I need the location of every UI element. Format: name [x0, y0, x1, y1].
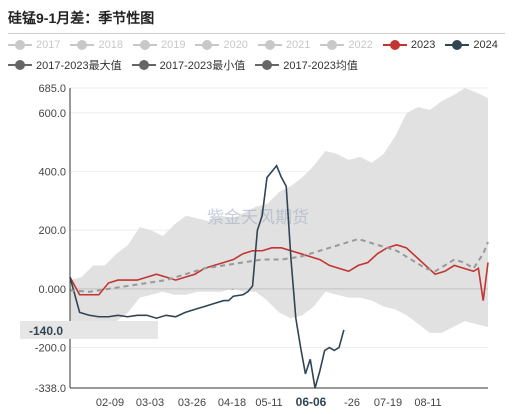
legend-item-2023[interactable]: 2023	[382, 39, 436, 51]
y-tick-label: 200.0	[38, 225, 66, 237]
max-min-band	[70, 88, 488, 333]
y-pointer-label: -140.0	[29, 324, 63, 338]
legend-marker-icon	[257, 40, 282, 50]
x-tick-label: 03-26	[178, 397, 206, 409]
x-tick-label: 05-11	[255, 397, 282, 409]
legend-item-2019[interactable]: 2019	[132, 39, 186, 51]
y-tick-label: -200.0	[35, 343, 66, 355]
legend-marker-icon	[445, 40, 470, 50]
legend-item-2022[interactable]: 2022	[320, 39, 373, 51]
y-axis: -338.0 -200.0 0.000 200.0 400.0 600.0 685.0 -14…	[20, 83, 158, 395]
legend-label: 2024	[473, 39, 498, 51]
legend-marker-icon	[8, 60, 32, 70]
x-tick-label: 04-18	[218, 397, 246, 409]
y-tick-label: -338.0	[35, 383, 66, 395]
legend-item-2021[interactable]: 2021	[257, 39, 311, 51]
legend-label: 2023	[410, 39, 436, 51]
x-tick-label: 07-19	[374, 397, 402, 409]
legend-label: 2022	[348, 39, 373, 51]
legend-item-2017-2023均值[interactable]: 2017-2023均值	[255, 57, 358, 73]
legend-marker-icon	[131, 60, 156, 70]
series-lines	[69, 164, 489, 389]
legend-marker-icon	[8, 40, 32, 50]
x-tick-label: 08-11	[414, 397, 441, 409]
legend-label: 2019	[160, 39, 186, 51]
y-tick-label: 0.000	[38, 284, 66, 296]
legend: 2017 2018 2019 2020 2021 2022 2023 2024 2017-20…	[8, 35, 508, 75]
legend-item-2020[interactable]: 2020	[195, 39, 248, 51]
chart-title: 硅锰9-1月差：季节性图	[8, 10, 155, 26]
legend-label: 2017-2023最小值	[159, 60, 246, 72]
y-pointer-box	[20, 320, 158, 339]
legend-marker-icon	[70, 40, 95, 50]
legend-label: 2018	[98, 39, 123, 51]
legend-marker-icon	[195, 40, 220, 50]
legend-label: 2017	[36, 39, 61, 51]
legend-item-2018[interactable]: 2018	[70, 39, 123, 51]
legend-label: 2017-2023最大值	[36, 60, 122, 72]
y-tick-label: 685.0	[38, 83, 66, 95]
legend-marker-icon	[382, 40, 407, 50]
legend-marker-icon	[255, 60, 280, 70]
x-pointer-label: 06-06	[296, 395, 327, 409]
x-tick-label: -26	[344, 397, 360, 409]
legend-marker-icon	[132, 40, 157, 50]
x-tick-label: 02-09	[96, 397, 124, 409]
x-axis: 02-09 03-03 03-26 04-18 05-11 06-06 -26 07-19 08…	[70, 387, 488, 409]
x-tick-label: 03-03	[136, 397, 164, 409]
title-divider	[8, 33, 505, 34]
legend-item-2017[interactable]: 2017	[8, 39, 60, 51]
legend-item-2017-2023最小值[interactable]: 2017-2023最小值	[131, 57, 246, 73]
legend-marker-icon	[320, 40, 345, 50]
legend-item-2017-2023最大值[interactable]: 2017-2023最大值	[8, 57, 122, 73]
legend-label: 2020	[223, 39, 248, 51]
y-tick-label: 600.0	[38, 108, 66, 120]
y-tick-label: 400.0	[38, 167, 66, 179]
series-line-2017-2023均值	[69, 237, 489, 293]
max-min-band-area	[70, 88, 488, 333]
legend-row: 2017-2023最大值 2017-2023最小值 2017-2023均值	[8, 55, 508, 75]
legend-label: 2017-2023均值	[283, 60, 358, 72]
legend-row: 2017 2018 2019 2020 2021 2022 2023 2024	[8, 35, 508, 55]
legend-item-2024[interactable]: 2024	[445, 39, 498, 51]
series-line-2024	[69, 164, 345, 389]
watermark: 紫金天风期货	[207, 208, 309, 227]
legend-label: 2021	[285, 39, 311, 51]
